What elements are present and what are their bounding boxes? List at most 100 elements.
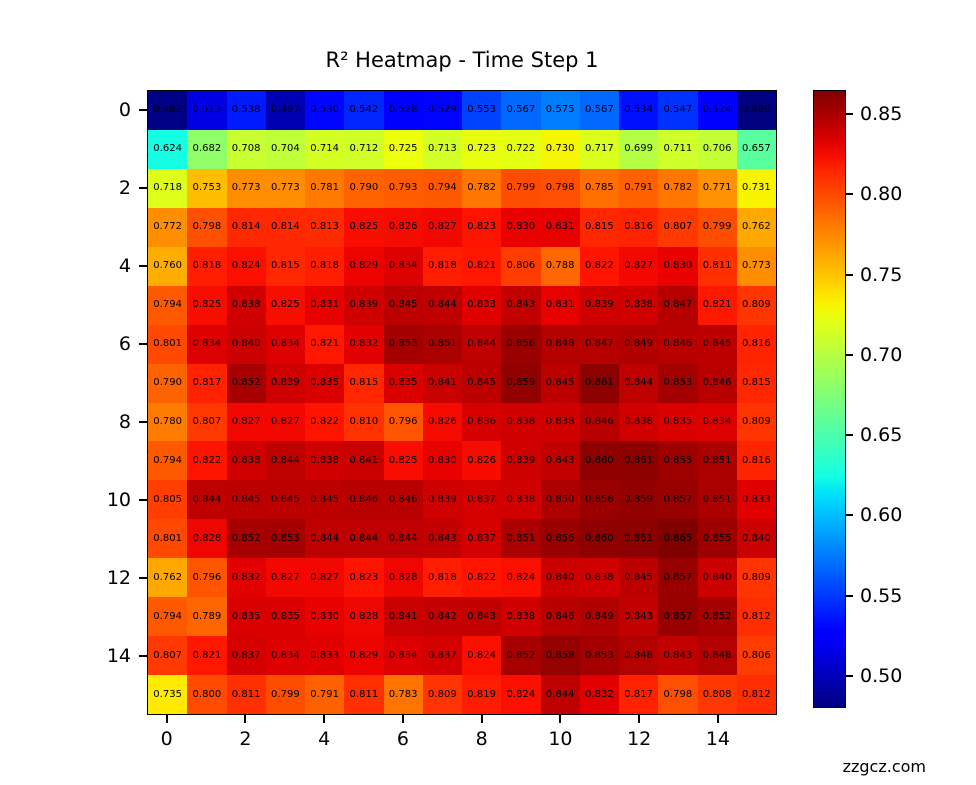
heatmap-cell: 0.842 (422, 597, 462, 637)
heatmap-cell: 0.530 (305, 91, 345, 130)
heatmap-cell: 0.816 (736, 441, 776, 481)
heatmap-cell: 0.845 (619, 558, 659, 598)
heatmap-cell: 0.810 (344, 402, 384, 442)
heatmap-cell: 0.834 (187, 324, 227, 364)
heatmap-cell: 0.861 (619, 519, 659, 559)
heatmap-cell: 0.815 (579, 207, 619, 247)
heatmap-cell: 0.818 (422, 558, 462, 598)
heatmap-cell: 0.851 (697, 441, 737, 481)
heatmap-cell: 0.542 (344, 91, 384, 130)
heatmap-cell: 0.480 (736, 91, 776, 130)
heatmap-cell: 0.807 (658, 207, 698, 247)
heatmap-cell: 0.849 (619, 324, 659, 364)
heatmap-cell: 0.782 (462, 168, 502, 208)
heatmap-cell: 0.838 (226, 441, 266, 481)
heatmap-cell: 0.846 (540, 597, 580, 637)
heatmap-cell: 0.855 (697, 519, 737, 559)
heatmap-cell: 0.823 (344, 558, 384, 598)
heatmap-cell: 0.843 (422, 519, 462, 559)
heatmap-cell: 0.717 (579, 129, 619, 169)
heatmap-cell: 0.838 (501, 402, 541, 442)
x-axis-tick (323, 715, 326, 723)
heatmap-cell: 0.807 (187, 402, 227, 442)
heatmap-cell: 0.818 (305, 246, 345, 286)
heatmap-cell: 0.830 (422, 441, 462, 481)
x-axis-tick-label: 6 (396, 728, 409, 750)
heatmap-cell: 0.817 (187, 363, 227, 403)
heatmap-cell: 0.482 (148, 91, 188, 130)
heatmap-cell: 0.852 (226, 519, 266, 559)
heatmap-cell: 0.844 (344, 519, 384, 559)
heatmap-cell: 0.846 (697, 363, 737, 403)
heatmap-cell: 0.857 (658, 597, 698, 637)
heatmap-cell: 0.831 (305, 285, 345, 325)
y-axis-tick-label: 10 (106, 489, 131, 512)
heatmap-cell: 0.791 (619, 168, 659, 208)
heatmap-cell: 0.809 (736, 558, 776, 598)
heatmap-cell: 0.830 (658, 246, 698, 286)
heatmap-cell: 0.782 (658, 168, 698, 208)
heatmap-cell: 0.760 (148, 246, 188, 286)
heatmap-cell: 0.805 (148, 480, 188, 520)
heatmap-cell: 0.772 (148, 207, 188, 247)
heatmap-cell: 0.865 (658, 519, 698, 559)
heatmap-cell: 0.725 (383, 129, 423, 169)
heatmap-cell: 0.840 (540, 558, 580, 598)
heatmap-cell: 0.722 (501, 129, 541, 169)
heatmap-cell: 0.822 (579, 246, 619, 286)
heatmap-cell: 0.833 (462, 285, 502, 325)
heatmap-cell: 0.829 (344, 246, 384, 286)
heatmap-cell: 0.826 (422, 402, 462, 442)
heatmap-cell: 0.824 (462, 636, 502, 676)
heatmap-cell: 0.837 (226, 636, 266, 676)
heatmap-cell: 0.860 (579, 441, 619, 481)
heatmap-cell: 0.833 (305, 636, 345, 676)
heatmap-cell: 0.811 (344, 675, 384, 714)
heatmap-cell: 0.835 (265, 597, 305, 637)
colorbar-tick-label: 0.75 (860, 263, 903, 286)
heatmap-cell: 0.798 (540, 168, 580, 208)
heatmap-cell: 0.815 (265, 246, 305, 286)
heatmap-cell: 0.497 (265, 91, 305, 130)
heatmap-cell: 0.832 (344, 324, 384, 364)
heatmap-cell: 0.838 (226, 285, 266, 325)
heatmap-cell: 0.708 (226, 129, 266, 169)
heatmap-cell: 0.809 (736, 285, 776, 325)
heatmap-cell: 0.821 (187, 636, 227, 676)
heatmap-cell: 0.835 (305, 363, 345, 403)
heatmap-cell: 0.839 (265, 363, 305, 403)
chart-title: R² Heatmap - Time Step 1 (325, 48, 599, 72)
heatmap-cell: 0.794 (148, 441, 188, 481)
heatmap-cell: 0.848 (540, 324, 580, 364)
heatmap-cell: 0.844 (305, 519, 345, 559)
heatmap-cell: 0.713 (422, 129, 462, 169)
heatmap-cell: 0.809 (736, 402, 776, 442)
heatmap-cell: 0.857 (658, 480, 698, 520)
heatmap-cell: 0.853 (658, 363, 698, 403)
heatmap-cell: 0.834 (697, 402, 737, 442)
heatmap-cell: 0.844 (265, 441, 305, 481)
x-axis-tick-label: 2 (239, 728, 252, 750)
heatmap-cell: 0.859 (501, 363, 541, 403)
heatmap-cell: 0.798 (658, 675, 698, 714)
heatmap-cell: 0.785 (579, 168, 619, 208)
heatmap-cell: 0.762 (736, 207, 776, 247)
heatmap-cell: 0.790 (148, 363, 188, 403)
heatmap-cell: 0.852 (697, 597, 737, 637)
y-axis-tick-label: 0 (118, 98, 131, 121)
heatmap-cell: 0.796 (383, 402, 423, 442)
heatmap-cell: 0.828 (344, 597, 384, 637)
heatmap-cell: 0.844 (187, 480, 227, 520)
heatmap-cell: 0.731 (736, 168, 776, 208)
heatmap-cell: 0.845 (305, 480, 345, 520)
heatmap-cell: 0.827 (265, 402, 305, 442)
heatmap-cell: 0.835 (658, 402, 698, 442)
heatmap-cell: 0.861 (619, 441, 659, 481)
heatmap-cell: 0.841 (422, 363, 462, 403)
heatmap-cell: 0.818 (187, 246, 227, 286)
heatmap-cell: 0.825 (187, 285, 227, 325)
x-axis-tick (559, 715, 562, 723)
heatmap-cell: 0.815 (736, 363, 776, 403)
heatmap-cell: 0.838 (305, 441, 345, 481)
heatmap-grid: 0.482 0.513 0.538 0.497 0.530 0.542 0.528 0.529… (148, 91, 776, 714)
